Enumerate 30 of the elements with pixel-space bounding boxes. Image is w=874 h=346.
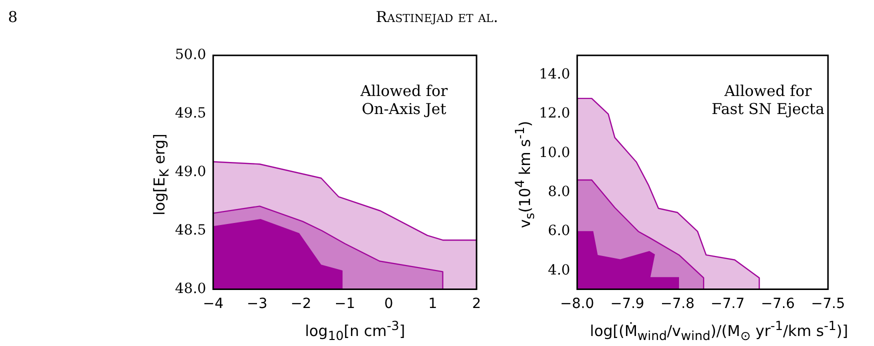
x-axis-title: log$_{10}$[n cm$^{-3}$]	[304, 318, 406, 343]
x-tick-label: 1	[428, 296, 438, 312]
y-tick-label: 48.5	[175, 222, 206, 238]
x-tick-label: −7.5	[811, 296, 845, 312]
y-tick-label: 50.0	[175, 47, 206, 64]
x-tick-label: −1	[334, 296, 356, 312]
y-tick-label: 10.0	[539, 144, 570, 161]
y-tick-label: 49.5	[175, 105, 206, 122]
y-tick-label: 49.0	[175, 164, 206, 180]
y-tick-label: 8.0	[548, 184, 570, 200]
x-tick-label: 0	[384, 296, 394, 312]
x-tick-label: −2	[290, 296, 312, 312]
x-tick-label: −8.0	[560, 296, 594, 312]
x-tick-label: −7.7	[710, 296, 745, 312]
x-tick-label: 2	[472, 296, 482, 312]
x-tick-label: −3	[246, 296, 268, 312]
y-tick-label: 48.0	[175, 280, 206, 297]
annotation: Allowed for Fast SN Ejecta	[710, 82, 826, 118]
text: Rastinejad et al.	[376, 8, 498, 26]
x-tick-label: −7.6	[760, 296, 795, 312]
text: log[(Ṁ$_{wind}$/v$_{wind}$)/(M$_{⊙}$ yr$^{-1}$/km s$^{-1}$)]	[590, 318, 848, 343]
x-tick-label: −7.8	[660, 296, 695, 312]
text: 8	[8, 8, 18, 26]
y-tick-label: 12.0	[539, 106, 570, 122]
x-tick-label: −4	[202, 296, 224, 312]
y-tick-label: 4.0	[548, 262, 570, 278]
y-tick-label: 14.0	[539, 66, 570, 83]
annotation: Allowed for On-Axis Jet	[359, 82, 449, 118]
y-tick-label: 6.0	[548, 223, 570, 240]
x-tick-label: −7.9	[610, 296, 644, 312]
